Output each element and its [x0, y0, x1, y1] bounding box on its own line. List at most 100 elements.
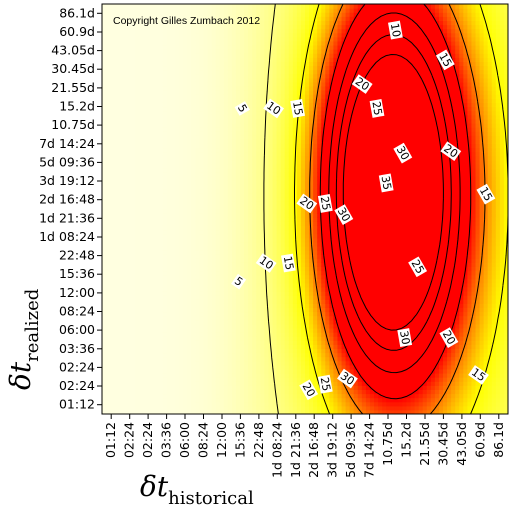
heatmap-cell [264, 270, 270, 276]
heatmap-cell [122, 209, 127, 214]
heatmap-cell [203, 389, 209, 395]
heatmap-cell [138, 155, 144, 161]
heatmap-cell [215, 53, 221, 58]
heatmap-cell [183, 196, 188, 202]
heatmap-cell [122, 200, 127, 206]
heatmap-cell [256, 332, 261, 337]
heatmap-cell [215, 303, 221, 308]
heatmap-cell [256, 69, 261, 75]
heatmap-cell [235, 381, 241, 386]
heatmap-cell [264, 8, 270, 13]
heatmap-cell [142, 225, 148, 231]
heatmap-cell [150, 352, 156, 358]
heatmap-cell [146, 250, 152, 255]
heatmap-cell [248, 135, 253, 140]
heatmap-cell [264, 147, 270, 153]
heatmap-cell [207, 114, 213, 120]
heatmap-cell [134, 299, 140, 304]
heatmap-cell [126, 28, 132, 34]
heatmap-cell [300, 393, 306, 399]
heatmap-cell [126, 24, 132, 30]
heatmap-cell [162, 151, 168, 157]
heatmap-cell [199, 368, 205, 374]
heatmap-cell [179, 278, 184, 284]
heatmap-cell [292, 131, 298, 136]
heatmap-cell [260, 266, 265, 272]
heatmap-cell [207, 348, 213, 354]
heatmap-cell [158, 139, 164, 144]
heatmap-cell [207, 131, 213, 136]
heatmap-cell [130, 356, 136, 362]
heatmap-cell [240, 221, 245, 226]
heatmap-cell [175, 200, 180, 206]
heatmap-cell [280, 192, 286, 198]
heatmap-cell [171, 196, 176, 202]
heatmap-cell [280, 159, 286, 165]
heatmap-cell [260, 147, 265, 153]
heatmap-cell [114, 90, 119, 95]
heatmap-cell [207, 159, 213, 165]
heatmap-cell [288, 196, 294, 202]
heatmap-cell [248, 61, 253, 67]
heatmap-cell [256, 254, 261, 259]
heatmap-cell [130, 332, 136, 337]
heatmap-cell [195, 8, 201, 13]
heatmap-cell [219, 389, 225, 395]
heatmap-cell [296, 286, 302, 292]
heatmap-cell [203, 110, 209, 116]
heatmap-cell [252, 364, 257, 370]
heatmap-cell [162, 12, 168, 17]
heatmap-cell [256, 94, 261, 99]
heatmap-cell [130, 135, 136, 140]
heatmap-cell [207, 245, 213, 251]
heatmap-cell [110, 8, 115, 13]
heatmap-cell [158, 69, 164, 75]
heatmap-cell [183, 381, 188, 386]
heatmap-cell [146, 389, 152, 395]
heatmap-cell [296, 61, 302, 67]
heatmap-cell [179, 20, 184, 26]
heatmap-cell [300, 32, 306, 38]
heatmap-cell [195, 188, 201, 194]
heatmap-cell [248, 229, 253, 235]
heatmap-cell [138, 360, 144, 366]
heatmap-cell [276, 24, 282, 30]
heatmap-cell [203, 373, 209, 378]
heatmap-cell [130, 405, 136, 411]
heatmap-cell [244, 192, 249, 198]
heatmap-cell [296, 319, 302, 325]
heatmap-cell [272, 131, 278, 136]
heatmap-cell [158, 258, 164, 263]
heatmap-cell [284, 229, 290, 235]
heatmap-cell [195, 90, 201, 95]
heatmap-cell [223, 135, 229, 140]
heatmap-cell [240, 12, 245, 17]
heatmap-cell [272, 20, 278, 26]
heatmap-cell [219, 237, 225, 243]
heatmap-cell [264, 20, 270, 26]
heatmap-cell [195, 20, 201, 26]
heatmap-cell [248, 360, 253, 366]
heatmap-cell [166, 36, 172, 42]
heatmap-cell [191, 327, 196, 333]
heatmap-cell [142, 90, 148, 95]
heatmap-cell [248, 274, 253, 280]
heatmap-cell [183, 270, 188, 276]
heatmap-cell [219, 373, 225, 378]
heatmap-cell [268, 217, 274, 222]
heatmap-cell [248, 258, 253, 263]
heatmap-cell [244, 389, 249, 395]
heatmap-cell [102, 364, 107, 370]
heatmap-cell [248, 122, 253, 128]
heatmap-cell [272, 32, 278, 38]
heatmap-cell [223, 258, 229, 263]
heatmap-cell [276, 172, 282, 177]
heatmap-cell [256, 405, 261, 411]
heatmap-cell [296, 163, 302, 169]
heatmap-cell [187, 69, 192, 75]
heatmap-cell [235, 209, 241, 214]
heatmap-cell [114, 168, 119, 173]
heatmap-cell [300, 405, 306, 411]
heatmap-cell [130, 114, 136, 120]
heatmap-cell [138, 270, 144, 276]
